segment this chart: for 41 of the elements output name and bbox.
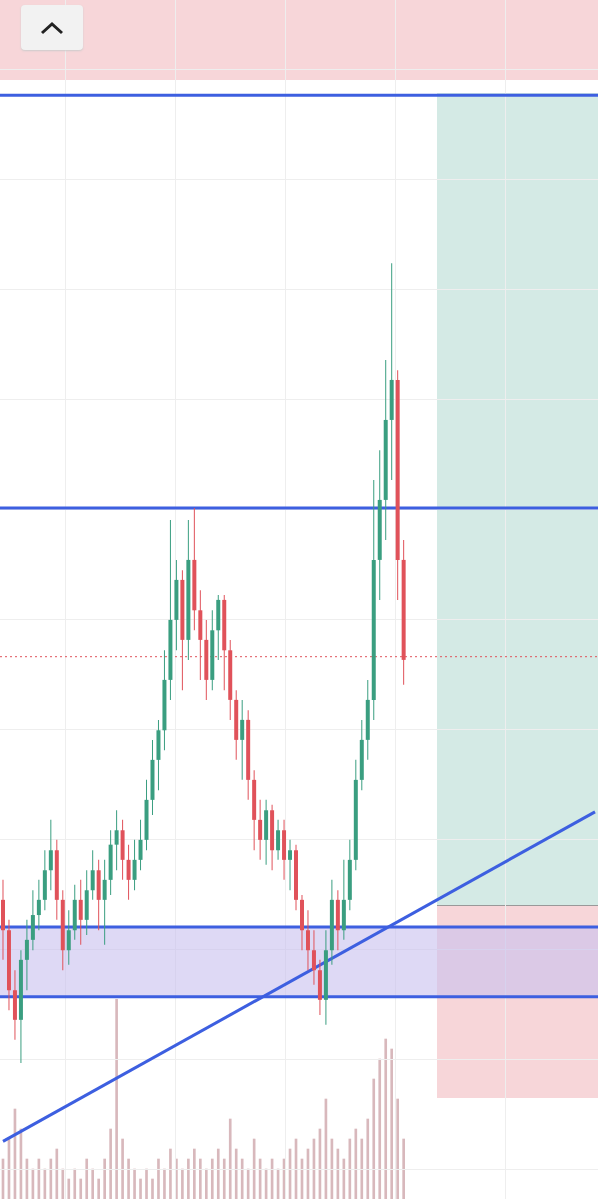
bar [91, 1168, 95, 1199]
bar [402, 1138, 405, 1199]
bar [199, 1158, 202, 1199]
bar [228, 1118, 232, 1199]
bar [109, 1128, 112, 1199]
bar [193, 1148, 196, 1199]
bar [97, 1178, 100, 1199]
bar [73, 1168, 77, 1199]
bar [246, 1168, 250, 1199]
bar [222, 1158, 226, 1199]
bar [139, 1178, 142, 1199]
bar [157, 1158, 160, 1199]
bar [145, 1168, 148, 1199]
bar [127, 1158, 130, 1199]
bar [169, 1148, 172, 1199]
bar [163, 1168, 166, 1199]
bar [85, 1158, 89, 1199]
bar [372, 1078, 376, 1199]
bar [240, 1158, 244, 1199]
bar [103, 1158, 106, 1199]
bar [378, 1058, 382, 1199]
bar [216, 1148, 220, 1199]
bar [61, 1168, 65, 1199]
bar [234, 1148, 238, 1199]
bar [210, 1158, 214, 1199]
bar [396, 1098, 399, 1199]
bar [390, 1048, 394, 1199]
bar [79, 1178, 83, 1199]
bar [133, 1168, 136, 1199]
bar [187, 1158, 190, 1199]
bar [204, 1168, 208, 1199]
bar [55, 1148, 59, 1199]
bar [181, 1168, 184, 1199]
bar [115, 999, 118, 1199]
bar [121, 1138, 124, 1199]
bar [360, 1138, 364, 1199]
bar [67, 1178, 71, 1199]
bar [366, 1118, 370, 1199]
bar [151, 1178, 154, 1199]
bar [354, 1128, 358, 1199]
bar [384, 1038, 388, 1199]
